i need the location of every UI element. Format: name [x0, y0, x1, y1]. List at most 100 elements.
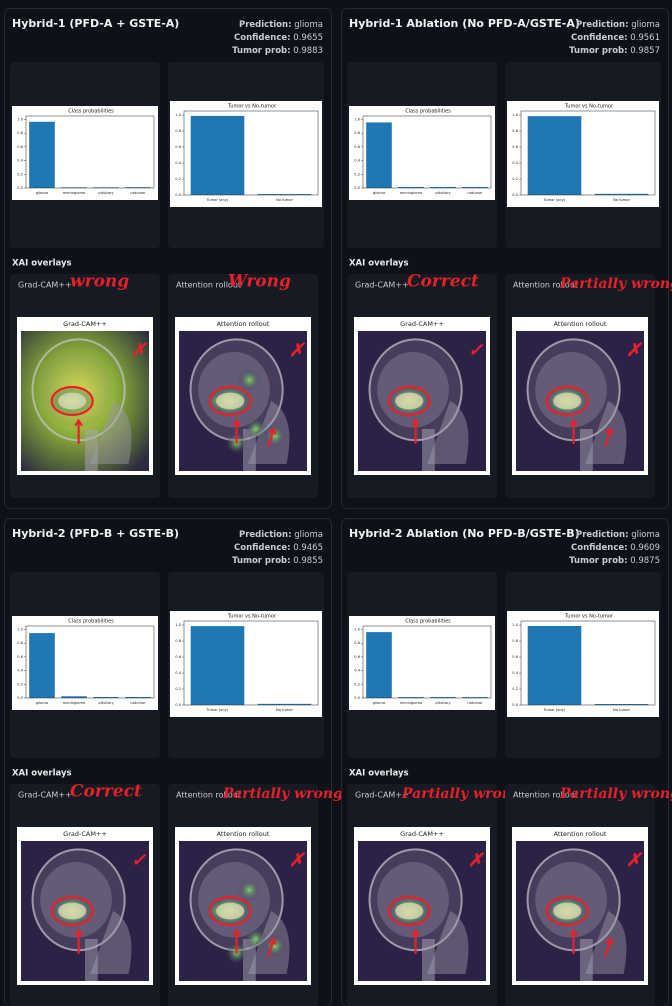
y-tick-label: 0.2 [512, 687, 518, 691]
bar [594, 193, 649, 195]
xai-title: XAI overlays [349, 769, 409, 779]
plot-frame [183, 620, 319, 706]
annotation-circle [50, 385, 94, 417]
y-tick-label: 0.8 [512, 129, 518, 133]
bar [527, 116, 582, 195]
heat-spot [263, 934, 287, 958]
face [427, 911, 469, 974]
handwritten-annotation: Correct [407, 272, 479, 292]
x-tick-label: notumor [130, 701, 146, 705]
handwritten-annotation: Partially wrong [222, 786, 343, 802]
x-tick-label: glioma [36, 701, 48, 705]
y-tick-label: 0.6 [512, 655, 518, 659]
metric-label: Tumor prob: [232, 46, 290, 56]
overlay-label: Grad-CAM++ [355, 281, 409, 290]
y-tick-label: 0.2 [354, 172, 360, 176]
handwritten-annotation: Wrong [228, 272, 291, 292]
overlay-label: Attention rollout [176, 281, 241, 290]
x-tick-label: pituitary [98, 701, 114, 705]
overlay-label: Attention rollout [513, 281, 578, 290]
plot-frame [25, 115, 155, 189]
x-tick-label: pituitary [98, 191, 114, 195]
face [90, 401, 132, 464]
bar [430, 186, 456, 188]
handwritten-verdict: ✓ [131, 850, 147, 871]
y-tick-label: 0.0 [175, 703, 181, 707]
annotation-circle [545, 385, 589, 417]
chart-title: Tumor vs No-tumor [227, 614, 277, 620]
metric-label: Prediction: [239, 20, 292, 30]
overlay-figure-title: Grad-CAM++ [400, 830, 444, 838]
spine [85, 939, 98, 981]
handwritten-verdict: ✓ [468, 340, 484, 361]
x-tick-label: pituitary [435, 191, 451, 195]
annotation-arrowhead [74, 928, 83, 936]
y-tick-label: 0.2 [17, 682, 23, 686]
annotation-circle [545, 895, 589, 927]
chart-title: Tumor vs No-tumor [227, 104, 277, 110]
annotation-arrowhead [411, 418, 420, 426]
heat-spot [244, 927, 268, 951]
y-tick-label: 0.4 [354, 669, 360, 673]
y-tick-label: 0.8 [354, 131, 360, 135]
y-tick-label: 0.8 [512, 639, 518, 643]
y-tick-label: 0.6 [354, 145, 360, 149]
metric-value: 0.9855 [293, 556, 323, 566]
y-tick-label: 0.0 [512, 703, 518, 707]
panel-title: Hybrid-2 Ablation (No PFD-B/GSTE-B) [349, 527, 580, 540]
heat-spot [237, 878, 261, 902]
spine [580, 429, 593, 471]
y-tick-label: 0.2 [512, 177, 518, 181]
x-tick-label: meningioma [63, 191, 85, 195]
handwritten-verdict: ✗ [289, 340, 306, 361]
metric: Tumor prob: 0.9883 [232, 46, 323, 56]
plot-frame [520, 620, 656, 706]
metric: Tumor prob: 0.9875 [569, 556, 660, 566]
metric-value: 0.9875 [630, 556, 660, 566]
annotation-arrowhead [569, 418, 578, 426]
y-tick-label: 0.4 [512, 161, 518, 165]
overlay-label: Grad-CAM++ [18, 791, 72, 800]
overlay-figure-title: Grad-CAM++ [63, 320, 107, 328]
x-tick-label: No tumor [613, 708, 630, 712]
y-tick-label: 0.4 [17, 669, 23, 673]
metric: Prediction: glioma [576, 530, 660, 540]
bar [257, 703, 312, 705]
bar [462, 187, 488, 188]
metric-label: Prediction: [576, 530, 629, 540]
overlay-label: Grad-CAM++ [355, 791, 409, 800]
y-tick-label: 1.0 [512, 113, 518, 117]
metric: Prediction: glioma [239, 20, 323, 30]
handwritten-annotation: Correct [70, 782, 142, 802]
spine [422, 939, 435, 981]
heat-spot [244, 417, 268, 441]
tumor [216, 902, 245, 920]
face [90, 911, 132, 974]
metric-value: 0.9883 [293, 46, 323, 56]
y-tick-label: 0.0 [17, 696, 23, 700]
bar [93, 697, 119, 698]
annotation-arrowhead [232, 418, 241, 426]
spine [85, 429, 98, 471]
bar [29, 121, 55, 188]
y-tick-label: 0.8 [175, 129, 181, 133]
overlay-figure-title: Attention rollout [217, 320, 270, 328]
annotation-arrow [267, 937, 275, 957]
chart-title: Class probabilities [68, 109, 114, 115]
annotation-circle [387, 385, 431, 417]
plot-frame [183, 110, 319, 196]
y-tick-label: 0.4 [175, 671, 181, 675]
metric-value: 0.9465 [293, 543, 323, 553]
annotation-arrow [604, 427, 612, 447]
annotation-circle [50, 895, 94, 927]
bar [398, 186, 424, 188]
bar [366, 122, 392, 188]
metric: Confidence: 0.9655 [234, 33, 323, 43]
chart-title: Class probabilities [405, 619, 451, 625]
annotation-arrowhead [605, 427, 614, 435]
handwritten-annotation: wrong [70, 272, 129, 292]
xai-title: XAI overlays [12, 769, 72, 779]
y-tick-label: 0.2 [175, 687, 181, 691]
x-tick-label: meningioma [400, 191, 422, 195]
metric-value: 0.9561 [630, 33, 660, 43]
